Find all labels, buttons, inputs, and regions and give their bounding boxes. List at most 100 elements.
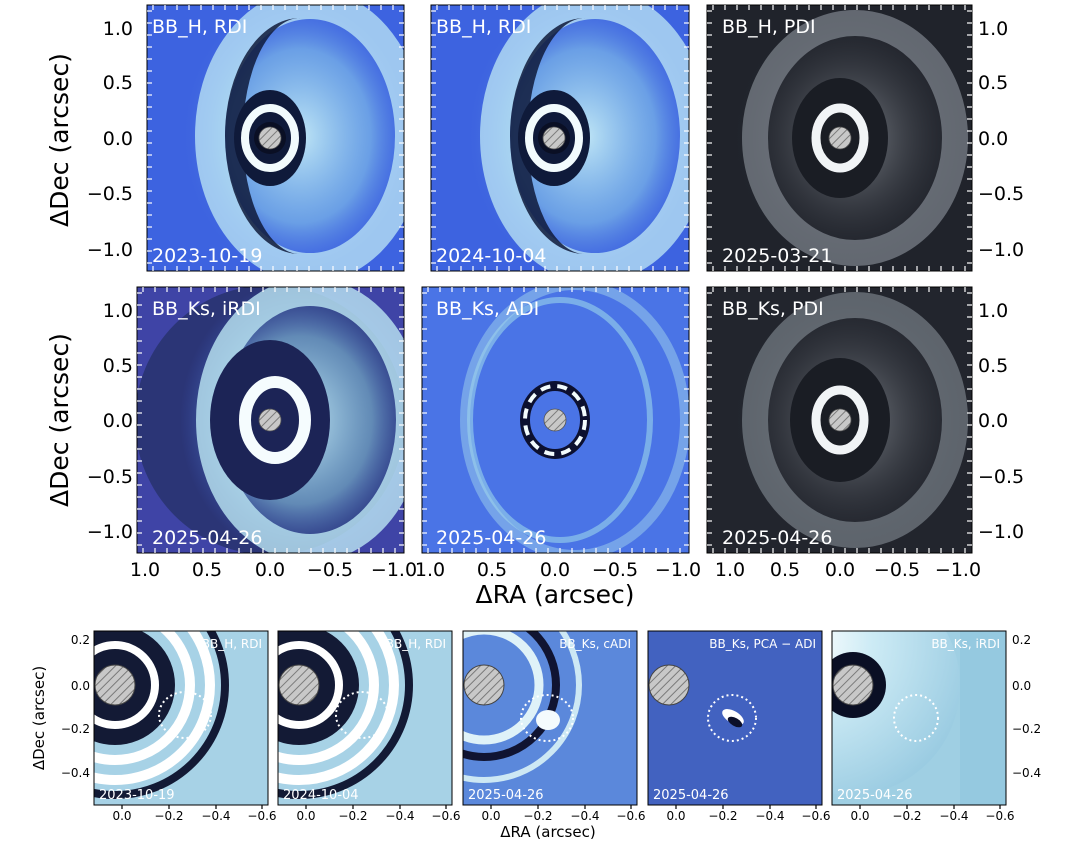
y-tick-label: −1.0 [87, 521, 133, 543]
coronagraph-mask [258, 408, 282, 432]
zoom-panel-cadi [463, 631, 637, 805]
panel-h-rdi-2024 [431, 5, 689, 271]
bottom-axis-ticks: 0.0 −0.2 −0.4 −0.6 0.0 −0.2 −0.4 −0.6 0.0 −0.2 −0.… [61, 633, 1041, 823]
y-tick-label: −0.5 [87, 466, 133, 488]
x-tick-label: 0.0 [540, 559, 570, 581]
zoom-panel-irdi [832, 631, 1006, 805]
panel-ks-adi [422, 287, 689, 553]
y-tick-label-right: 0.0 [978, 128, 1008, 150]
y-tick-label-right: −0.5 [978, 183, 1024, 205]
panel-label: BB_H, RDI [436, 16, 531, 38]
zoom-x-tick-label: 0.0 [850, 809, 869, 823]
y-tick-label: 0.5 [103, 72, 133, 94]
zoom-x-tick-label: −0.4 [385, 809, 414, 823]
x-tick-label: −0.5 [307, 559, 353, 581]
zoom-x-tick-label: −0.6 [801, 809, 830, 823]
companion-circle [893, 694, 939, 742]
panel-label: BB_Ks, PDI [722, 298, 824, 320]
zoom-x-tick-label: −0.6 [247, 809, 276, 823]
coronagraph-mask [258, 126, 282, 150]
coronagraph-mask [648, 664, 690, 706]
coronagraph-mask [828, 408, 852, 432]
top-axis-ticks: 1.0 0.5 0.0 −0.5 −1.01.0 0.5 0.0 −0.5 −1.0 1.0 0.5… [87, 5, 1024, 581]
panel-date: 2024-10-04 [436, 245, 546, 267]
y-tick-label: 0.0 [103, 410, 133, 432]
zoom-x-tick-label: 0.0 [481, 809, 500, 823]
zoom-panel-2023 [94, 631, 268, 805]
y-tick-label-right: 1.0 [978, 18, 1008, 40]
zoom-date: 2025-04-26 [653, 788, 729, 803]
zoom-x-tick-label: −0.6 [431, 809, 460, 823]
top-y-axis-label-1: ΔDec (arcsec) [45, 53, 74, 227]
x-tick-label: −0.5 [874, 559, 920, 581]
zoom-x-tick-label: −0.4 [939, 809, 968, 823]
y-tick-label-right: −1.0 [978, 239, 1024, 261]
coronagraph-mask [832, 664, 874, 706]
zoom-date: 2024-10-04 [283, 788, 359, 803]
panel-label: BB_H, RDI [152, 16, 247, 38]
zoom-y-tick-label: 0.0 [71, 679, 90, 693]
x-tick-label: −0.5 [592, 559, 638, 581]
x-tick-label: 0.0 [825, 559, 855, 581]
zoom-label: BB_H, RDI [202, 637, 262, 651]
x-tick-label: 1.0 [415, 559, 445, 581]
zoom-date: 2023-10-19 [99, 788, 175, 803]
zoom-date: 2025-04-26 [837, 788, 913, 803]
bottom-y-axis-label: ΔDec (arcsec) [30, 666, 48, 770]
x-tick-label: 0.5 [477, 559, 507, 581]
y-tick-label-right: 0.5 [978, 72, 1008, 94]
zoom-x-tick-label: −0.2 [154, 809, 183, 823]
y-tick-label: 0.5 [103, 355, 133, 377]
zoom-x-tick-label: −0.4 [755, 809, 784, 823]
x-tick-label: −1.0 [371, 559, 417, 581]
panel-date: 2025-03-21 [722, 245, 832, 267]
panel-label: BB_Ks, iRDI [152, 298, 261, 320]
coronagraph-mask [828, 126, 852, 150]
zoom-y-tick-label: 0.2 [71, 633, 90, 647]
top-x-axis-label: ΔRA (arcsec) [476, 580, 635, 609]
zoom-y-tick-label-right: −0.4 [1012, 766, 1041, 780]
x-tick-label: 0.5 [192, 559, 222, 581]
panel-label: BB_Ks, ADI [436, 298, 539, 320]
zoom-label: BB_Ks, PCA − ADI [709, 637, 816, 651]
y-tick-label-right: 1.0 [978, 300, 1008, 322]
coronagraph-mask [543, 408, 567, 432]
zoom-x-tick-label: −0.2 [892, 809, 921, 823]
y-tick-label: 0.0 [103, 128, 133, 150]
panel-date: 2025-04-26 [152, 527, 262, 549]
y-tick-label-right: 0.5 [978, 355, 1008, 377]
panel-label: BB_H, PDI [722, 16, 816, 38]
top-y-axis-label-2: ΔDec (arcsec) [45, 333, 74, 507]
zoom-x-tick-label: −0.2 [338, 809, 367, 823]
panel-date: 2025-04-26 [722, 527, 832, 549]
zoom-x-tick-label: −0.4 [570, 809, 599, 823]
zoom-y-tick-label: −0.4 [61, 766, 90, 780]
coronagraph-mask [278, 664, 320, 706]
panel-ks-irdi [137, 287, 404, 553]
panel-date: 2025-04-26 [436, 527, 546, 549]
companion-circle [707, 694, 757, 742]
x-tick-label: 1.0 [130, 559, 160, 581]
panel-h-rdi-2023 [147, 5, 404, 271]
y-tick-label-right: −0.5 [978, 466, 1024, 488]
zoom-x-tick-label: −0.4 [201, 809, 230, 823]
x-tick-label: −1.0 [655, 559, 701, 581]
y-tick-label: 1.0 [103, 300, 133, 322]
zoom-y-tick-label-right: 0.2 [1012, 633, 1031, 647]
x-tick-label: −1.0 [935, 559, 981, 581]
zoom-y-tick-label-right: −0.2 [1012, 722, 1041, 736]
zoom-label: BB_Ks, iRDI [931, 637, 1000, 651]
zoom-panel-pca-adi [648, 631, 822, 805]
y-tick-label: −1.0 [87, 239, 133, 261]
zoom-x-tick-label: −0.6 [985, 809, 1014, 823]
companion-circle [520, 694, 574, 742]
y-tick-label: −0.5 [87, 183, 133, 205]
zoom-label: BB_Ks, cADI [559, 637, 631, 651]
zoom-x-tick-label: −0.2 [708, 809, 737, 823]
coronagraph-mask [94, 664, 136, 706]
x-tick-label: 1.0 [715, 559, 745, 581]
y-tick-label-right: 0.0 [978, 410, 1008, 432]
zoom-y-tick-label: −0.2 [61, 722, 90, 736]
x-tick-label: 0.5 [770, 559, 800, 581]
